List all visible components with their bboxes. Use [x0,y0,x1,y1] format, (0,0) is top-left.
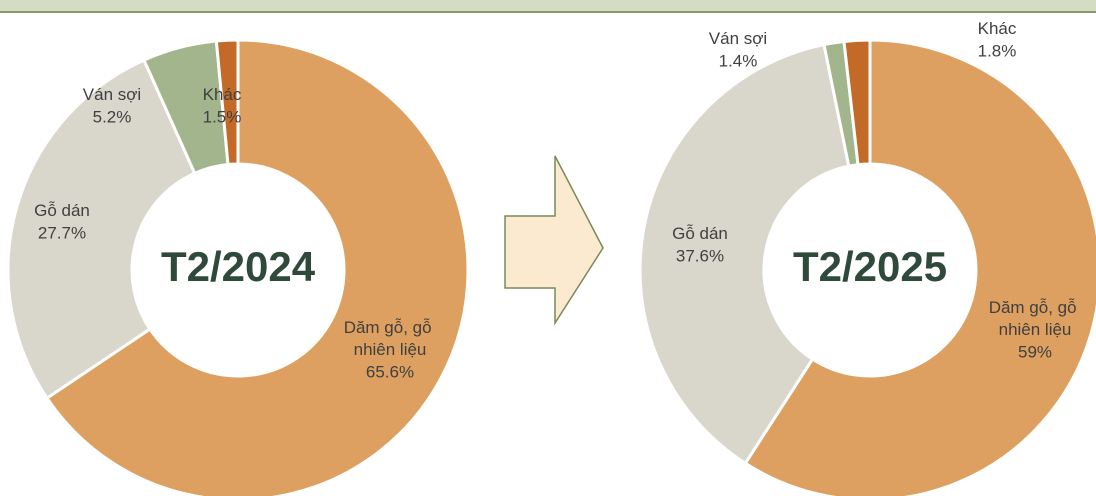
top-bar [0,0,1096,13]
donut-slice [214,38,240,167]
donut-slice [842,38,872,167]
slice-value: 27.7% [38,223,86,242]
donut-slice [638,42,851,466]
slice-value: 5.2% [93,107,132,126]
slice-value: 65.6% [366,362,414,381]
slice-value: 37.6% [676,246,724,265]
arrow [504,155,604,326]
slice-label: Dăm gỗ, gỗ nhiên liệu [989,298,1082,339]
center-label: T2/2024 [161,243,316,290]
slice-label: Ván sợi [83,85,141,104]
slice-label: Khác [203,85,242,104]
center-label: T2/2025 [793,243,947,290]
slice-value: 1.5% [203,107,242,126]
slice-value: 1.4% [719,51,758,70]
donut-slice [743,38,1096,496]
slice-label: Gỗ dán [672,224,728,243]
slice-label: Dăm gỗ, gỗ nhiên liệu [344,318,437,359]
slice-label: Gỗ dán [34,201,90,220]
slice-label: Khác [978,19,1017,38]
slice-label: Ván sợi [709,29,767,48]
slice-value: 1.8% [978,41,1017,60]
donut-slice [44,38,470,496]
donut-slice [6,58,197,401]
slice-value: 59% [1018,342,1052,361]
